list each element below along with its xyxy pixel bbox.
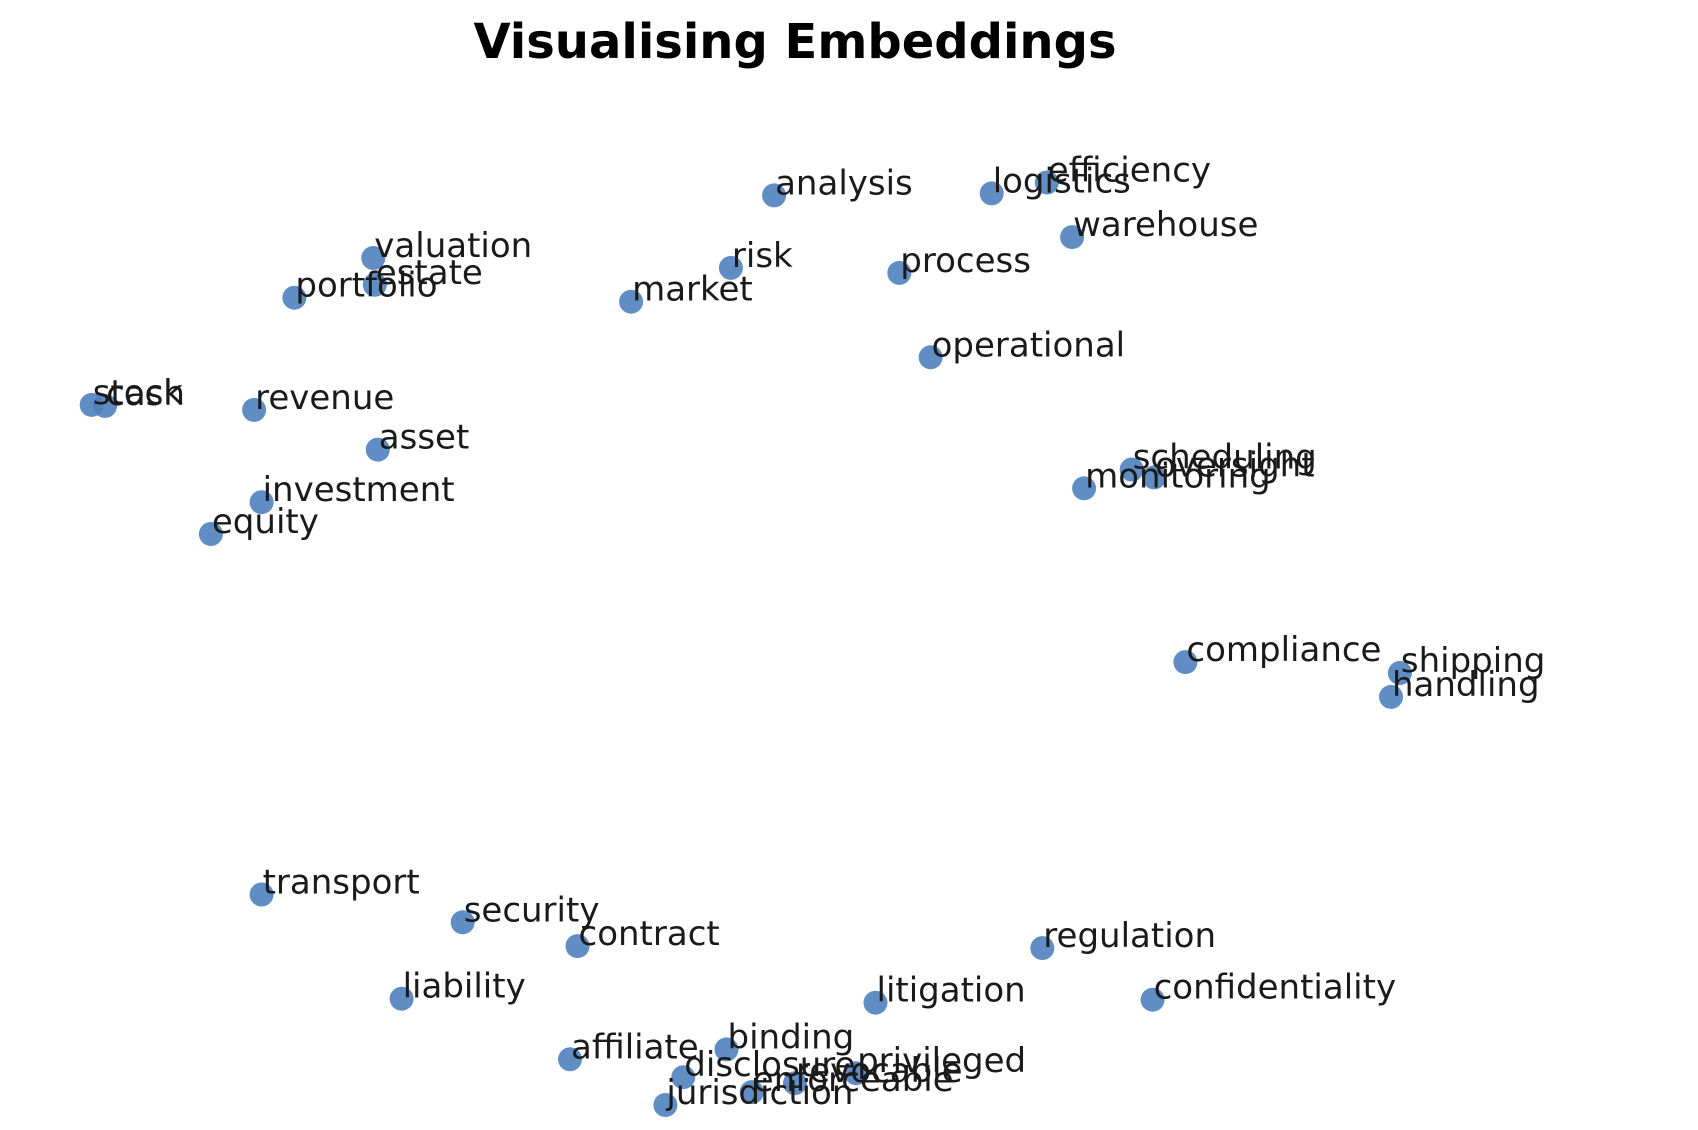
scatter-point — [1072, 476, 1097, 501]
point-label: cash — [106, 374, 185, 414]
scatter-point — [1030, 936, 1055, 961]
scatter-point — [1119, 457, 1144, 482]
point-label: process — [900, 241, 1031, 281]
scatter-point — [1387, 661, 1412, 685]
point-label: equity — [212, 502, 319, 542]
scatter-point — [979, 181, 1004, 206]
scatter-point — [844, 1061, 869, 1086]
scatter-point — [558, 1047, 582, 1072]
scatter-point — [887, 260, 912, 285]
point-label: market — [632, 270, 753, 310]
scatter-point — [1060, 225, 1085, 250]
point-label: jurisdiction — [665, 1073, 853, 1113]
point-label: contract — [579, 914, 720, 954]
scatter-point — [365, 437, 390, 462]
scatter-point — [93, 393, 118, 418]
scatter-point — [362, 272, 387, 297]
scatter-point — [762, 183, 787, 208]
scatter-point — [361, 246, 386, 270]
chart-title: Visualising Embeddings — [473, 14, 1116, 70]
scatter-point — [1140, 987, 1165, 1012]
point-label: disclosure — [684, 1045, 855, 1085]
point-label: portfolio — [295, 266, 437, 306]
point-label: enforceable — [753, 1060, 954, 1100]
scatter-point — [619, 289, 644, 314]
point-label: investment — [263, 470, 455, 510]
point-label: operational — [932, 325, 1126, 365]
scatter-point — [249, 882, 274, 907]
scatter-point — [863, 990, 888, 1015]
point-label: stock — [93, 373, 184, 413]
point-label: warehouse — [1073, 205, 1258, 245]
scatter-point — [1173, 650, 1198, 675]
points-layer — [79, 170, 1412, 1117]
point-label: shipping — [1401, 641, 1545, 681]
point-label: revocable — [796, 1051, 963, 1091]
point-label: estate — [376, 253, 483, 293]
scatter-point — [389, 986, 414, 1011]
point-label: oversight — [1155, 445, 1314, 485]
point-label: efficiency — [1048, 151, 1211, 191]
point-label: confidentiality — [1154, 968, 1396, 1008]
point-label: risk — [732, 236, 793, 276]
point-label: monitoring — [1085, 456, 1271, 496]
point-label: privileged — [857, 1041, 1026, 1081]
scatter-point — [198, 522, 223, 546]
point-label: security — [464, 890, 600, 930]
scatter-point — [1379, 684, 1403, 709]
scatter-point — [653, 1093, 678, 1117]
point-label: logistics — [993, 161, 1131, 201]
point-label: litigation — [877, 971, 1026, 1011]
point-label: asset — [379, 418, 470, 458]
point-label: transport — [263, 863, 420, 903]
scatter-point — [242, 397, 267, 422]
point-label: liability — [403, 967, 526, 1007]
scatter-point — [739, 1080, 764, 1105]
point-label: scheduling — [1133, 438, 1317, 478]
scatter-point — [1142, 465, 1167, 490]
scatter-point — [282, 285, 307, 310]
scatter-point — [450, 910, 475, 935]
point-label: compliance — [1186, 630, 1381, 670]
scatter-point — [718, 255, 743, 280]
scatter-point — [714, 1037, 739, 1062]
scatter-point — [671, 1065, 696, 1090]
point-label: valuation — [374, 226, 532, 266]
point-label: handling — [1392, 665, 1540, 705]
point-label: analysis — [775, 163, 913, 203]
point-label: affiliate — [571, 1027, 699, 1067]
scatter-point — [918, 345, 943, 370]
point-label: regulation — [1043, 916, 1216, 956]
scatter-point — [249, 490, 274, 515]
point-label: revenue — [255, 378, 394, 418]
scatter-point — [565, 934, 590, 959]
scatter-point — [1034, 170, 1059, 195]
scatter-point — [783, 1071, 807, 1096]
point-label: binding — [728, 1017, 855, 1057]
